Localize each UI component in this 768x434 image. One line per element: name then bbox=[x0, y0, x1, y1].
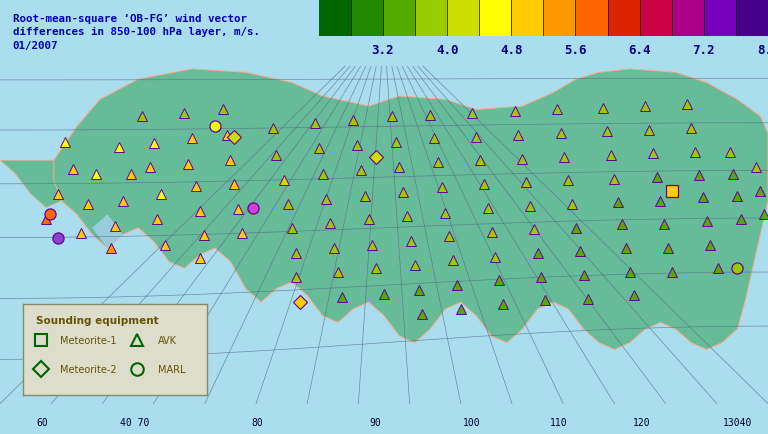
Text: MARL: MARL bbox=[157, 365, 185, 375]
Bar bbox=[319, 0, 351, 37]
Bar bbox=[736, 0, 768, 37]
Bar bbox=[575, 0, 607, 37]
Text: Root-mean-square ‘OB-FG’ wind vector
differences in 850-100 hPa layer, m/s.
01/2: Root-mean-square ‘OB-FG’ wind vector dif… bbox=[13, 14, 260, 50]
Bar bbox=[640, 0, 672, 37]
Text: 4.0: 4.0 bbox=[436, 44, 458, 57]
Bar bbox=[351, 0, 383, 37]
Text: 8.0: 8.0 bbox=[756, 44, 768, 57]
Text: Meteorite-1: Meteorite-1 bbox=[60, 335, 117, 345]
Text: 100: 100 bbox=[463, 417, 480, 427]
Text: Meteorite-2: Meteorite-2 bbox=[60, 365, 117, 375]
Text: 80: 80 bbox=[251, 417, 263, 427]
Bar bbox=[479, 0, 511, 37]
Text: 3.2: 3.2 bbox=[372, 44, 394, 57]
Bar bbox=[703, 0, 736, 37]
Text: 40 70: 40 70 bbox=[120, 417, 149, 427]
Text: AVK: AVK bbox=[157, 335, 177, 345]
Polygon shape bbox=[54, 70, 768, 350]
Text: 90: 90 bbox=[369, 417, 381, 427]
Polygon shape bbox=[0, 161, 61, 208]
Text: 110: 110 bbox=[550, 417, 567, 427]
Bar bbox=[415, 0, 447, 37]
Text: 120: 120 bbox=[633, 417, 650, 427]
Polygon shape bbox=[92, 215, 123, 249]
Text: 7.2: 7.2 bbox=[693, 44, 715, 57]
Text: 5.6: 5.6 bbox=[564, 44, 587, 57]
Text: 6.4: 6.4 bbox=[628, 44, 650, 57]
Bar bbox=[447, 0, 479, 37]
Bar bbox=[511, 0, 543, 37]
Text: 60: 60 bbox=[36, 417, 48, 427]
Text: 13040: 13040 bbox=[723, 417, 752, 427]
Bar bbox=[383, 0, 415, 37]
Text: 4.8: 4.8 bbox=[500, 44, 523, 57]
Text: Sounding equipment: Sounding equipment bbox=[36, 316, 158, 326]
Bar bbox=[607, 0, 640, 37]
Bar bbox=[672, 0, 703, 37]
Bar bbox=[544, 0, 575, 37]
